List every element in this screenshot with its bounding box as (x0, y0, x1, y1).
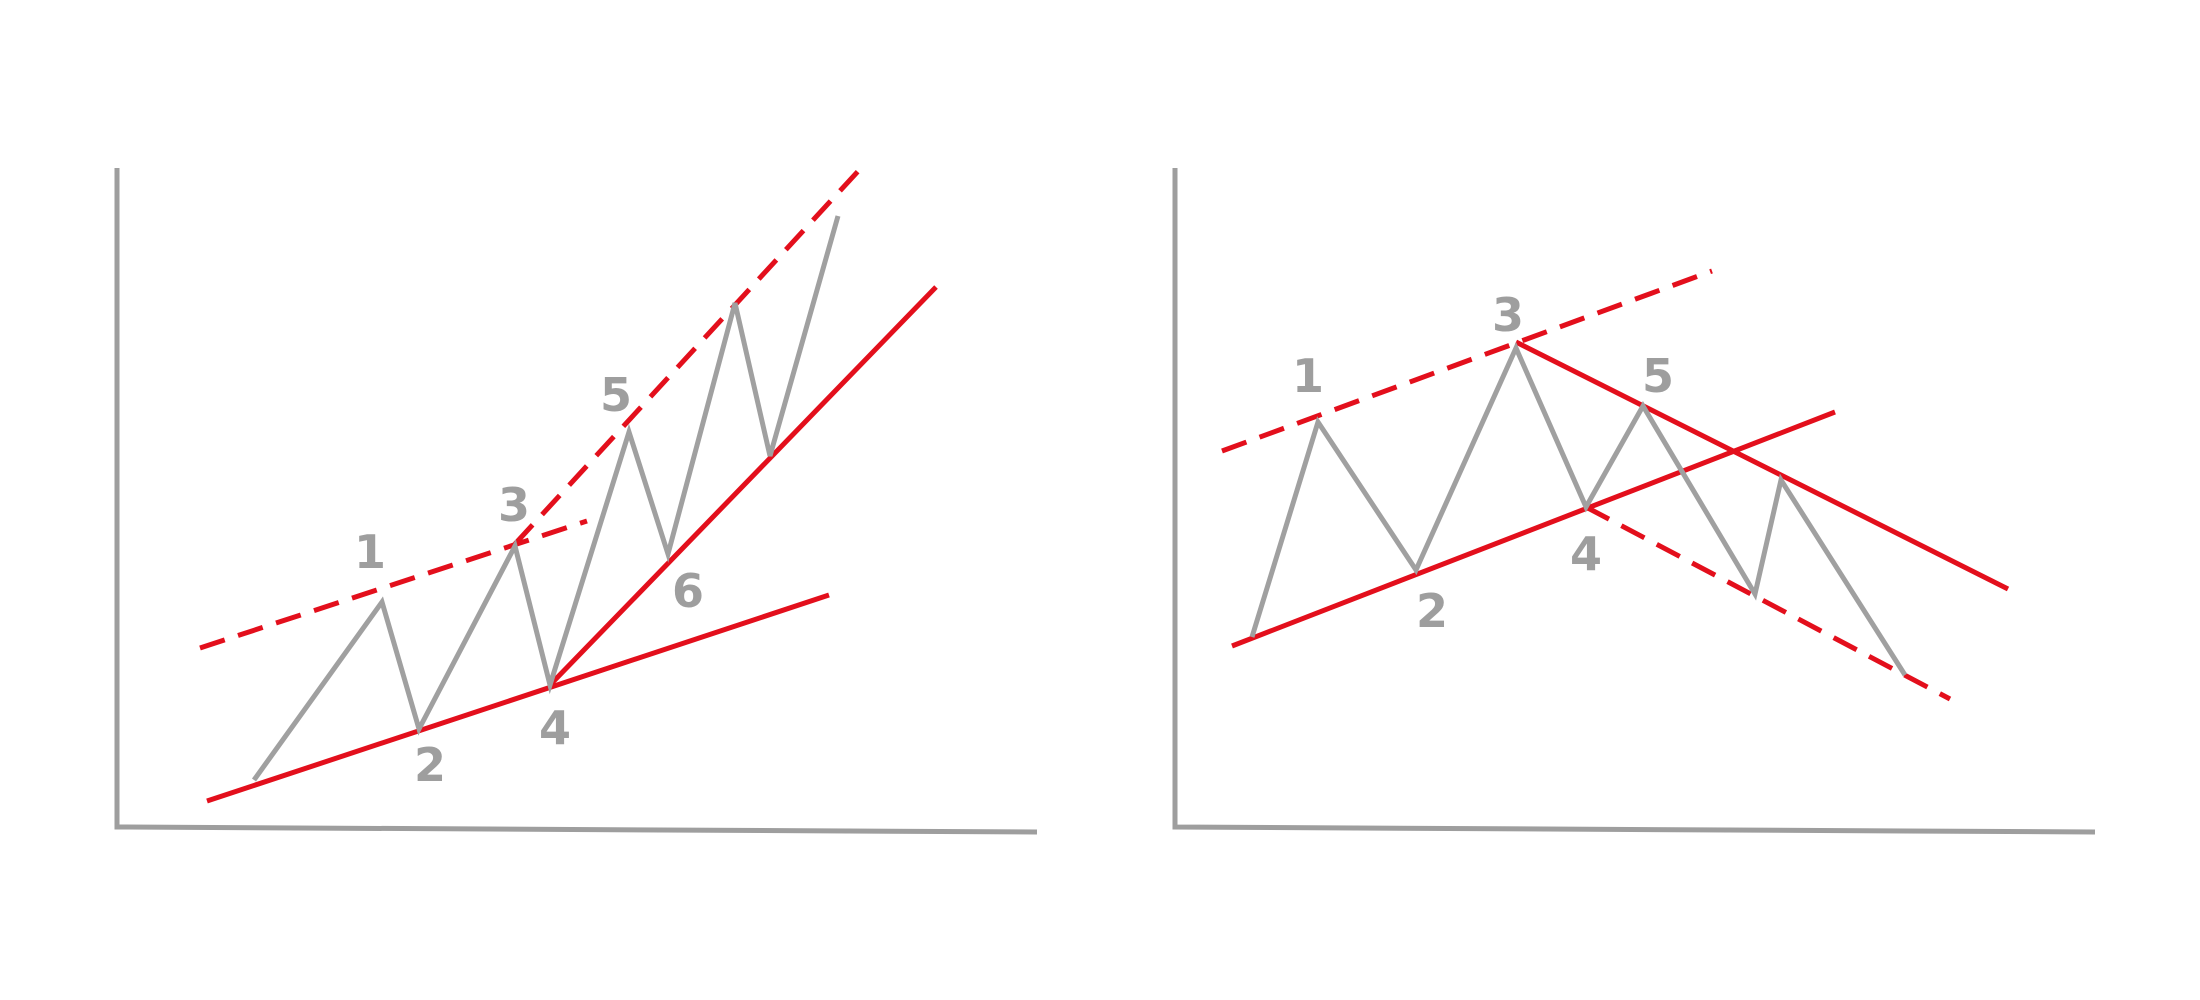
left-price-zigzag (251, 215, 841, 782)
left-wave-label-2: 2 (414, 738, 446, 792)
left-lower-support-line (206, 592, 830, 804)
right-falling-resistance-line (1514, 339, 2010, 592)
left-accelerating-support-line (548, 285, 938, 687)
right-wave-label-4: 4 (1570, 527, 1602, 581)
left-wave-label-4: 4 (539, 701, 571, 755)
right-upper-channel-dashed-line (1221, 268, 1713, 454)
left-accelerating-dashed-line (513, 166, 863, 546)
right-wave-label-1: 1 (1292, 349, 1324, 403)
left-panel: 1 2 3 4 5 6 (114, 166, 1038, 835)
right-wave-label-5: 5 (1642, 349, 1674, 403)
right-price-zigzag (1249, 341, 1908, 677)
left-wave-label-1: 1 (354, 525, 386, 579)
left-wave-label-6: 6 (672, 564, 704, 618)
right-axes (1172, 168, 2096, 835)
right-wave-label-3: 3 (1492, 288, 1524, 342)
left-upper-channel-dashed-line (199, 518, 588, 651)
left-axes (114, 168, 1038, 835)
right-falling-support-dashed-line (1584, 504, 1952, 702)
left-wave-label-5: 5 (600, 368, 632, 422)
right-wave-label-2: 2 (1416, 584, 1448, 638)
left-wave-label-3: 3 (498, 478, 530, 532)
right-panel: 1 2 3 4 5 (1172, 168, 2096, 835)
right-rising-support-line (1231, 409, 1836, 649)
